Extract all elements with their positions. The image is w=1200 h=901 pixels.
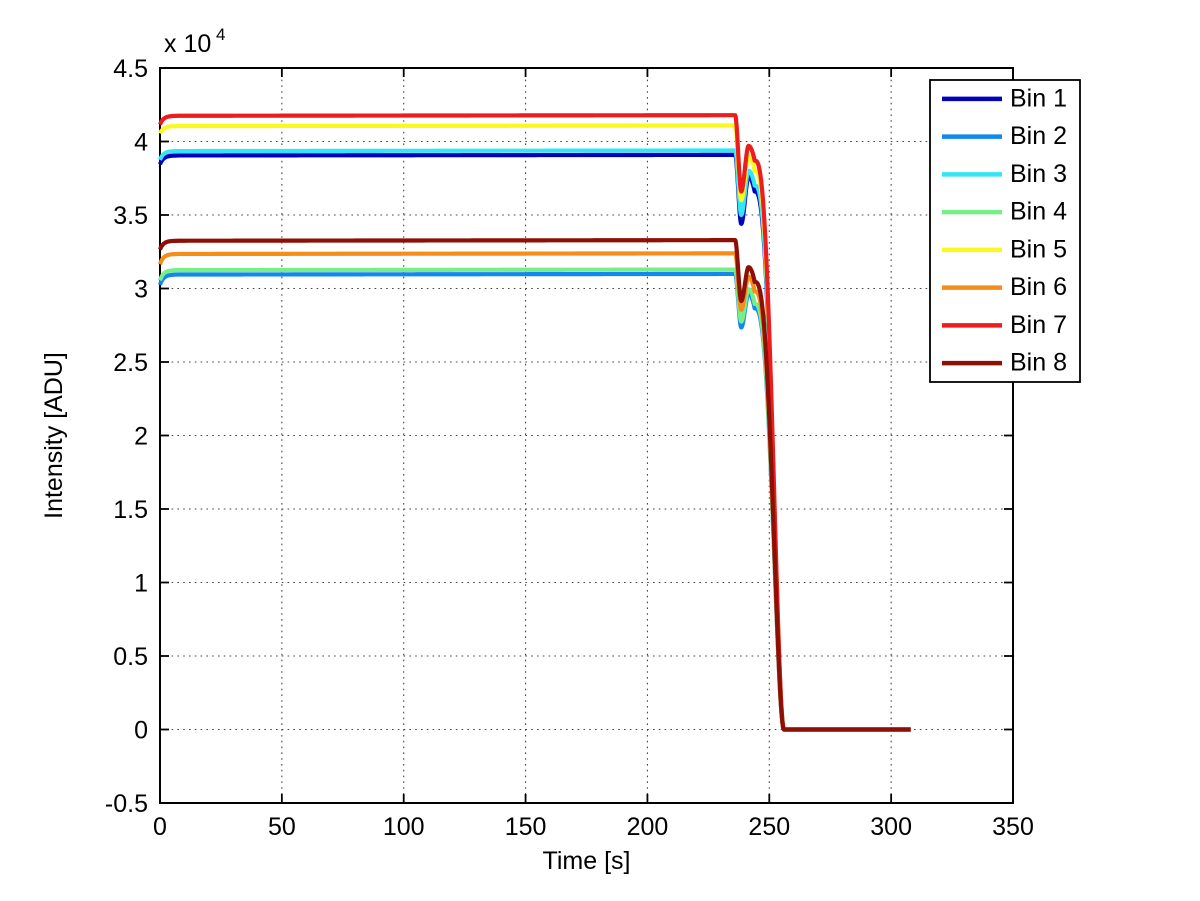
legend-item-label: Bin 3 bbox=[1010, 160, 1067, 188]
axis-frame bbox=[159, 67, 1014, 804]
plot-box bbox=[159, 67, 1014, 804]
legend-box[interactable] bbox=[929, 79, 1081, 383]
legend-item-label: Bin 5 bbox=[1010, 235, 1067, 263]
series-line-bin-8 bbox=[158, 238, 911, 732]
y-tick-label: 0 bbox=[134, 717, 148, 745]
legend-item-bin-6[interactable]: Bin 6 bbox=[942, 273, 1067, 301]
grid-lines bbox=[160, 68, 1013, 803]
series-line-bin-7 bbox=[158, 113, 911, 732]
legend-item-label: Bin 4 bbox=[1010, 198, 1067, 226]
legend-item-label: Bin 7 bbox=[1010, 311, 1067, 339]
y-axis-title: Intensity [ADU] bbox=[40, 352, 68, 519]
series-line-bin-3 bbox=[158, 148, 911, 732]
x-tick-label: 350 bbox=[992, 813, 1034, 841]
legend-item-bin-4[interactable]: Bin 4 bbox=[942, 198, 1067, 226]
x-tick-label: 50 bbox=[268, 813, 296, 841]
series-line-bin-4 bbox=[158, 267, 911, 732]
x-tick-label: 300 bbox=[870, 813, 912, 841]
series-line-bin-5 bbox=[158, 123, 911, 732]
y-tick-label: 1.5 bbox=[113, 496, 148, 524]
series-line-bin-2 bbox=[158, 271, 911, 732]
legend-item-bin-7[interactable]: Bin 7 bbox=[942, 311, 1067, 339]
y-tick-label: 4 bbox=[134, 129, 148, 157]
legend-item-label: Bin 8 bbox=[1010, 349, 1067, 377]
legend-item-bin-8[interactable]: Bin 8 bbox=[942, 349, 1067, 377]
data-series bbox=[158, 113, 911, 732]
legend-item-bin-3[interactable]: Bin 3 bbox=[942, 160, 1067, 188]
legend-item-bin-5[interactable]: Bin 5 bbox=[942, 235, 1067, 263]
y-tick-label: 2.5 bbox=[113, 349, 148, 377]
x-tick-label: 200 bbox=[627, 813, 669, 841]
x-axis-title: Time [s] bbox=[543, 847, 631, 875]
axis-titles: x 10 4 Time [s] Intensity [ADU] bbox=[40, 25, 630, 875]
y-tick-label: 1 bbox=[134, 570, 148, 598]
y-tick-label: 0.5 bbox=[113, 643, 148, 671]
y-tick-label: 3 bbox=[134, 276, 148, 304]
x-tick-label: 0 bbox=[153, 813, 167, 841]
y-tick-label: -0.5 bbox=[105, 790, 148, 818]
legend-item-bin-2[interactable]: Bin 2 bbox=[942, 122, 1067, 150]
legend-item-label: Bin 1 bbox=[1010, 84, 1067, 112]
legend[interactable]: Bin 1 Bin 2 Bin 3 Bin 4 Bin 5 Bin 6 Bin 7 Bin 8 bbox=[929, 79, 1081, 383]
x-tick-label: 150 bbox=[505, 813, 547, 841]
x-tick-label: 100 bbox=[383, 813, 425, 841]
legend-item-bin-1[interactable]: Bin 1 bbox=[942, 84, 1067, 112]
legend-item-label: Bin 6 bbox=[1010, 273, 1067, 301]
tick-labels: -0.500.511.522.533.544.50 50 100 150 200 250 3… bbox=[105, 55, 1034, 841]
y-tick-label: 3.5 bbox=[113, 202, 148, 230]
y-axis-exponent-label: x 10 bbox=[164, 30, 211, 58]
y-tick-label: 4.5 bbox=[113, 55, 148, 83]
series-line-bin-1 bbox=[158, 152, 911, 732]
x-tick-label: 250 bbox=[748, 813, 790, 841]
series-line-bin-6 bbox=[158, 251, 911, 732]
y-axis-exponent-power: 4 bbox=[216, 25, 225, 44]
legend-item-label: Bin 2 bbox=[1010, 122, 1067, 150]
y-tick-label: 2 bbox=[134, 423, 148, 451]
